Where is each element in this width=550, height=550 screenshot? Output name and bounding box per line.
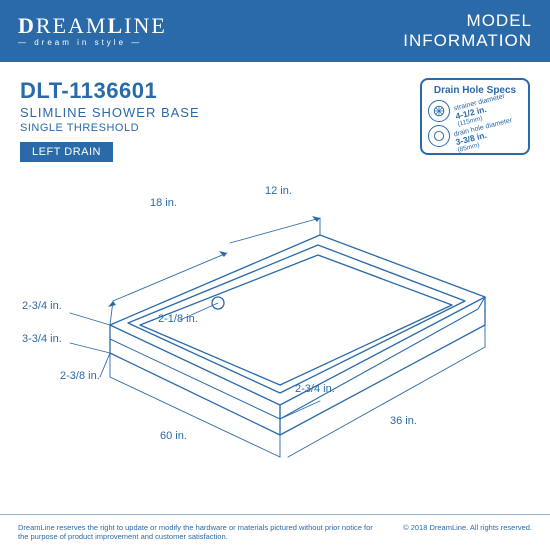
dim-18: 18 in. <box>150 197 177 209</box>
dim-12: 12 in. <box>265 185 292 197</box>
footer-disclaimer: DreamLine reserves the right to update o… <box>18 523 378 543</box>
diagram: 18 in. 12 in. 2-3/4 in. 3-3/4 in. 2-1/8 … <box>40 205 510 465</box>
header-title-line2: INFORMATION <box>403 31 532 51</box>
dim-2-34b: 2-3/4 in. <box>295 383 335 395</box>
dim-60: 60 in. <box>160 430 187 442</box>
logo-text: DREAMLINE <box>18 15 167 37</box>
dim-3-34: 3-3/4 in. <box>22 333 62 345</box>
dim-36: 36 in. <box>390 415 417 427</box>
header-title: MODEL INFORMATION <box>403 11 532 50</box>
dim-2-34: 2-3/4 in. <box>22 300 62 312</box>
footer: DreamLine reserves the right to update o… <box>0 514 550 550</box>
brand-logo: DREAMLINE — dream in style — <box>18 15 167 47</box>
hole-icon <box>428 125 450 147</box>
header-title-line1: MODEL <box>403 11 532 31</box>
footer-copyright: © 2018 DreamLine. All rights reserved. <box>403 523 532 532</box>
spec-title: Drain Hole Specs <box>428 85 522 96</box>
content-area: DLT-1136601 SLIMLINE SHOWER BASE SINGLE … <box>0 62 550 162</box>
logo-tagline: — dream in style — <box>18 39 167 47</box>
strainer-icon <box>428 100 450 122</box>
dim-2-38: 2-3/8 in. <box>60 370 100 382</box>
drain-badge: LEFT DRAIN <box>20 142 113 162</box>
shower-base-svg <box>40 205 510 465</box>
header-bar: DREAMLINE — dream in style — MODEL INFOR… <box>0 0 550 62</box>
spec-row-hole: drain hole diameter 3-3/8 in. (85mm) <box>428 124 522 147</box>
drain-spec-box: Drain Hole Specs strainer diameter 4-1/2… <box>420 78 530 155</box>
dim-2-18: 2-1/8 in. <box>158 313 198 325</box>
